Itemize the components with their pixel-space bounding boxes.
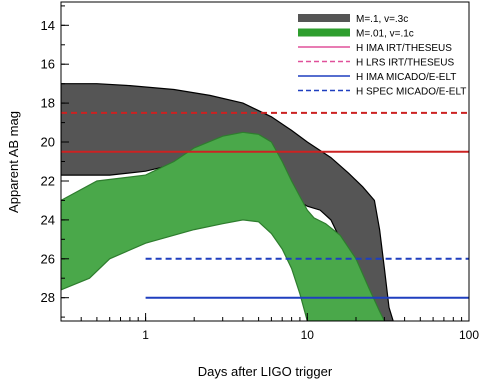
legend-swatch — [298, 14, 350, 22]
limit-lines-layer — [61, 111, 469, 299]
y-tick-label: 14 — [41, 18, 55, 33]
legend-label: H LRS IRT/THESEUS — [356, 58, 454, 69]
legend-label: M=.1, v=.3c — [356, 14, 408, 25]
y-tick-label: 24 — [41, 212, 55, 227]
y-tick-label: 26 — [41, 251, 55, 266]
y-axis: 14 16 18 20 22 24 26 28 — [41, 5, 69, 318]
legend-label: M=.01, v=.1c — [356, 29, 414, 40]
y-axis-label: Apparent AB mag — [6, 111, 21, 213]
legend-label: H SPEC MICADO/E-ELT — [356, 87, 466, 98]
y-tick-label: 22 — [41, 174, 55, 189]
x-axis: 1 10 100 — [60, 313, 479, 342]
legend-swatch — [298, 28, 350, 37]
y-tick-label: 28 — [41, 290, 55, 305]
y-tick-label: 18 — [41, 96, 55, 111]
x-tick-label: 1 — [142, 328, 149, 342]
y-tick-label: 20 — [41, 135, 55, 150]
x-tick-label: 10 — [301, 328, 315, 342]
y-tick-label: 16 — [41, 57, 55, 72]
legend-label: H IMA MICADO/E-ELT — [356, 72, 456, 83]
x-axis-label: Days after LIGO trigger — [198, 364, 333, 379]
bands-layer — [61, 83, 394, 321]
x-tick-label: 100 — [459, 328, 479, 342]
legend: M=.1, v=.3c M=.01, v=.1c H IMA IRT/THESEUS… — [298, 14, 466, 98]
legend-label: H IMA IRT/THESEUS — [356, 43, 452, 54]
band-2 — [61, 131, 386, 321]
